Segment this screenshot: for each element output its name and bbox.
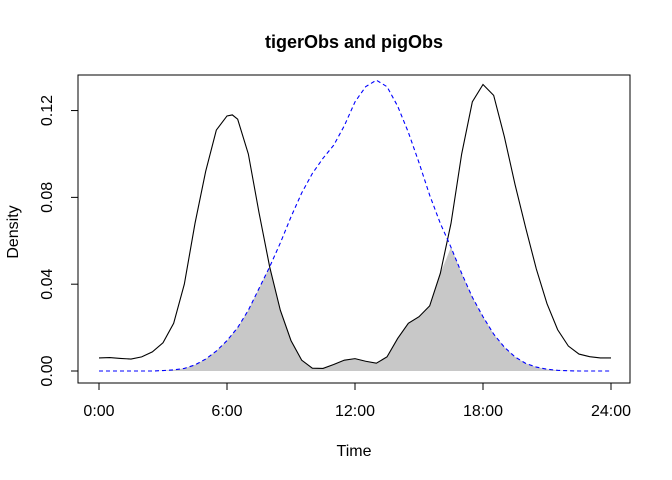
plot-layer (98, 79, 611, 372)
pig-density-line (99, 79, 611, 372)
y-axis: 0.00 0.04 0.08 0.12 (39, 95, 79, 387)
x-axis: 0:00 6:00 12:00 18:00 24:00 (83, 382, 631, 420)
x-tick-label-3: 18:00 (463, 403, 503, 420)
overlap-area (99, 247, 611, 371)
x-axis-label: Time (337, 443, 372, 460)
y-tick-label-0: 0.00 (39, 355, 56, 386)
x-tick-label-4: 24:00 (591, 403, 631, 420)
y-axis-label: Density (5, 205, 22, 258)
y-tick-label-1: 0.04 (39, 269, 56, 300)
y-tick-label-3: 0.12 (39, 95, 56, 126)
x-tick-label-2: 12:00 (335, 403, 375, 420)
x-tick-label-0: 0:00 (83, 403, 114, 420)
y-tick-label-2: 0.08 (39, 182, 56, 213)
tiger-density-line (98, 83, 611, 369)
x-tick-label-1: 6:00 (211, 403, 242, 420)
plot-frame (77, 74, 631, 384)
chart-title: tigerObs and pigObs (265, 32, 443, 52)
